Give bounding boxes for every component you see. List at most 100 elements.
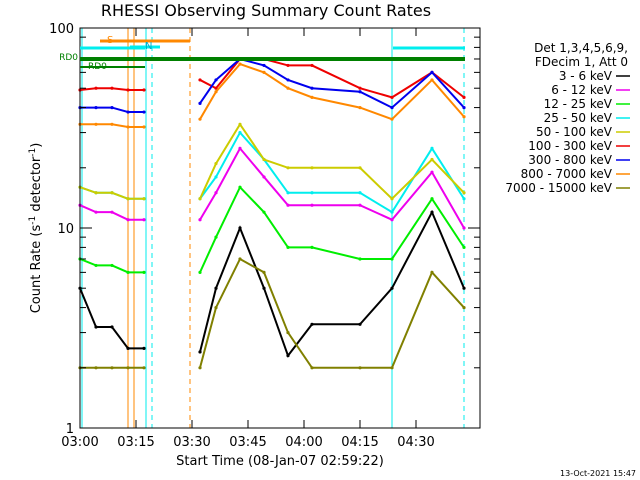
x-tick-label: 03:15 (117, 435, 154, 450)
timestamp: 13-Oct-2021 15:47 (560, 469, 636, 478)
data-point (142, 346, 146, 351)
x-tick-label: 04:15 (341, 435, 378, 450)
data-point (286, 63, 290, 68)
series-line (78, 57, 466, 114)
data-point (126, 125, 130, 129)
data-point (286, 354, 290, 358)
data-point (310, 63, 314, 68)
data-point (110, 263, 114, 268)
y-tick-label: 100 (49, 22, 74, 37)
data-point (214, 175, 218, 179)
data-point (110, 325, 114, 329)
data-point (430, 146, 434, 151)
data-point (390, 197, 394, 201)
attenuator-flags: S N RD0 RD0 (59, 35, 465, 72)
data-point (390, 95, 394, 99)
data-point (94, 122, 98, 126)
data-point (462, 305, 466, 310)
data-point (286, 78, 290, 82)
data-point (390, 218, 394, 222)
data-point (238, 146, 242, 151)
data-point (262, 157, 266, 162)
data-point (126, 366, 130, 370)
data-point (238, 130, 242, 135)
x-tick-label: 03:00 (61, 435, 98, 450)
data-point (198, 350, 202, 354)
data-point (142, 88, 146, 92)
data-point (198, 78, 202, 82)
series-line (78, 257, 466, 370)
data-point (430, 157, 434, 162)
data-point (430, 197, 434, 201)
data-point (142, 197, 146, 201)
legend-label: 6 - 12 keV (551, 83, 613, 97)
y-axis-label: Count Rate (s-1 detector-1) (28, 143, 44, 314)
series-segment (199, 57, 465, 109)
data-point (110, 86, 114, 90)
data-point (94, 105, 98, 110)
series-line (78, 57, 466, 99)
data-point (286, 191, 290, 195)
data-point (214, 191, 218, 195)
legend-header-2: FDecim 1, Att 0 (535, 55, 628, 69)
series-line (78, 185, 466, 274)
data-point (262, 210, 266, 214)
data-point (286, 245, 290, 249)
data-point (262, 70, 266, 74)
data-point (462, 105, 466, 110)
data-point (214, 305, 218, 310)
data-point (430, 170, 434, 174)
y-tick-label: 10 (57, 222, 74, 237)
data-point (110, 105, 114, 110)
data-point (198, 270, 202, 274)
rd-flag-label: RD0 (59, 53, 78, 63)
data-point (462, 95, 466, 99)
data-point (358, 366, 362, 370)
n-flag-label: N (145, 41, 152, 52)
data-point (286, 166, 290, 170)
data-point (126, 270, 130, 274)
series-segment (199, 62, 465, 121)
data-point (430, 270, 434, 274)
data-point (310, 322, 314, 326)
data-point (310, 245, 314, 249)
data-point (94, 325, 98, 329)
data-point (214, 90, 218, 94)
data-point (358, 105, 362, 110)
data-point (358, 257, 362, 261)
data-point (94, 86, 98, 90)
data-point (214, 235, 218, 239)
data-point (214, 86, 218, 90)
data-point (214, 78, 218, 82)
data-point (390, 286, 394, 290)
data-point (238, 257, 242, 261)
data-point (390, 366, 394, 370)
data-point (110, 210, 114, 214)
legend-label: 25 - 50 keV (544, 111, 613, 125)
data-point (430, 210, 434, 214)
data-point (390, 105, 394, 110)
x-axis-label: Start Time (08-Jan-07 02:59:22) (176, 454, 384, 469)
data-point (430, 78, 434, 82)
data-point (214, 286, 218, 290)
data-point (126, 346, 130, 351)
data-point (390, 117, 394, 121)
data-point (142, 110, 146, 114)
data-point (238, 122, 242, 126)
data-point (286, 203, 290, 207)
data-point (310, 203, 314, 207)
data-point (310, 86, 314, 90)
series-segment (199, 185, 465, 273)
x-tick-label: 03:30 (173, 435, 210, 450)
plot-area (78, 28, 466, 428)
rd-flag-label-2: RD0 (88, 62, 107, 72)
x-axis: 03:00 03:15 03:30 03:45 04:00 04:15 04:3… (61, 28, 435, 469)
series-segment (199, 146, 465, 229)
data-point (462, 115, 466, 119)
data-point (310, 95, 314, 99)
y-tick-label: 1 (66, 422, 74, 437)
data-point (142, 218, 146, 222)
data-point (358, 203, 362, 207)
series-segment (199, 257, 465, 369)
